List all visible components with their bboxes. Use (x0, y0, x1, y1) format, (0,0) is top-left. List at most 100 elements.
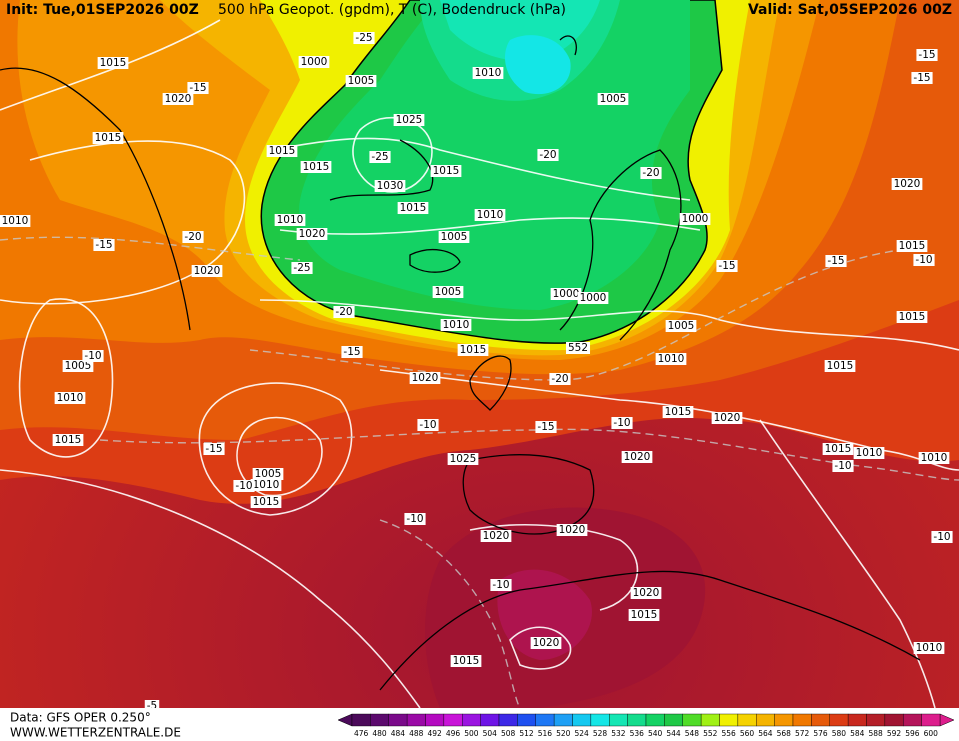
isobar-label-box (822, 443, 854, 455)
temperature-label-box (93, 239, 115, 251)
isobar-label: 1015 (460, 344, 487, 356)
isobar-label-box (374, 180, 406, 192)
colorbar-label: 484 (391, 729, 406, 738)
isobar-label: 1010 (477, 209, 504, 221)
isobar-label: 1010 (856, 447, 883, 459)
colorbar-label: 568 (777, 729, 792, 738)
colorbar-swatch (792, 713, 812, 727)
temperature-label-box (82, 350, 104, 362)
isobar-label-box (298, 56, 330, 68)
isobar-label-box (162, 93, 194, 105)
temperature-label: -10 (84, 350, 101, 362)
temperature-label: -10 (933, 531, 950, 543)
isobar-label-box (679, 213, 711, 225)
isobar-label-box (577, 292, 609, 304)
isobar-label: 1020 (165, 93, 192, 105)
isobar (18, 298, 114, 458)
map-labels: 1015102010151000100510101005102510151015… (0, 32, 953, 712)
isobar-label-box (397, 202, 429, 214)
colorbar-label: 572 (795, 729, 810, 738)
isobar-label: 1015 (433, 165, 460, 177)
isobar-label-box (300, 161, 332, 173)
colorbar-label: 500 (464, 729, 479, 738)
colorbar-label: 548 (685, 729, 700, 738)
temperature-label-box (490, 579, 512, 591)
crimson-core (497, 569, 592, 660)
temperature-label: -20 (184, 231, 201, 243)
colorbar-swatch (609, 713, 628, 727)
isobar-label-box (655, 353, 687, 365)
coastline (379, 570, 921, 691)
isobar (236, 416, 323, 497)
temperature-label: -20 (642, 167, 659, 179)
colorbar-label: 524 (575, 729, 590, 738)
colorbar-swatch (462, 713, 481, 727)
isobar-label-box (891, 178, 923, 190)
isobar-label-box (480, 530, 512, 542)
isobar-label-box (432, 286, 464, 298)
isobar-label-box (393, 114, 425, 126)
temperature-label-box (187, 82, 209, 94)
isobar-label-box (853, 447, 885, 459)
temperature-label-box (832, 460, 854, 472)
colorbar-swatch (351, 713, 371, 727)
colorbar-swatch (719, 713, 739, 727)
isobar-label: 1015 (825, 443, 852, 455)
isobar-label: 1020 (624, 451, 651, 463)
isobar-label: 1015 (95, 132, 122, 144)
isobar (0, 140, 246, 305)
colorbar-label: 588 (869, 729, 884, 738)
isobar-label: 1020 (194, 265, 221, 277)
colorbar-swatch (590, 713, 610, 727)
isobar-label: 1020 (894, 178, 921, 190)
isobar (198, 382, 353, 516)
colorbar-swatch (535, 713, 555, 727)
temperature-label-box (535, 421, 557, 433)
colorbar-swatch (774, 713, 794, 727)
temperature-label-box (716, 260, 738, 272)
temperature-label: -5 (147, 700, 157, 712)
colorbar-label: 492 (428, 729, 443, 738)
isobar (279, 217, 701, 235)
isobar-label-box (472, 67, 504, 79)
temperature-label-box (611, 417, 633, 429)
cyan-core (505, 35, 571, 95)
isobar-label-box (250, 496, 282, 508)
isobar (759, 419, 936, 709)
init-time: Init: Tue,01SEP2026 00Z (6, 2, 199, 18)
isobar-label: 1010 (916, 642, 943, 654)
isobar-label-box (556, 524, 588, 536)
temperature-label: -15 (343, 346, 360, 358)
isobar-label: 1025 (396, 114, 423, 126)
isobar-label: 1005 (435, 286, 462, 298)
colorbar-swatch (425, 713, 445, 727)
isobar-label: 1005 (668, 320, 695, 332)
isobar (0, 469, 421, 709)
isobar-label: 1015 (253, 496, 280, 508)
colorbar-swatch (700, 713, 720, 727)
isobar-label-box (97, 57, 129, 69)
temperature-label-box (404, 513, 426, 525)
isobar-label: 1020 (533, 637, 560, 649)
isobar-label: 1020 (299, 228, 326, 240)
temperature-label: -10 (419, 419, 436, 431)
isobar-label-box (92, 132, 124, 144)
temperature-label: -20 (551, 373, 568, 385)
colorbar-label: 552 (703, 729, 718, 738)
temperature-label: -10 (915, 254, 932, 266)
coastline (329, 139, 434, 201)
isobar-label: 1010 (921, 452, 948, 464)
temperature-isotherm (0, 236, 301, 261)
temperature-label-box (549, 373, 571, 385)
isobar-label: 1005 (441, 231, 468, 243)
temperature-label: -15 (95, 239, 112, 251)
temperature-label-box (203, 443, 225, 455)
isobar (259, 299, 959, 351)
isobar-label: 1015 (100, 57, 127, 69)
colorbar-label: 600 (924, 729, 939, 738)
isobar-label-box (0, 215, 31, 227)
isobar-label: 1015 (899, 240, 926, 252)
isobar-label: 1015 (631, 609, 658, 621)
colorbar-swatch (443, 713, 463, 727)
isobar-label-box (52, 434, 84, 446)
